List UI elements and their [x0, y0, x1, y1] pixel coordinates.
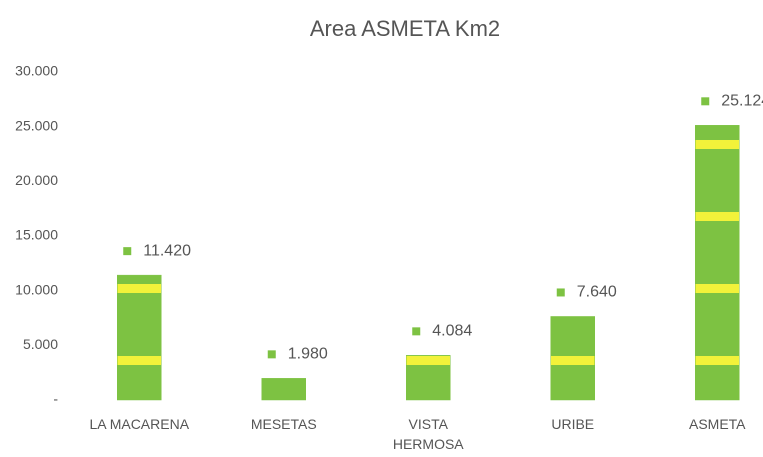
y-tick-label: 5.000 — [23, 336, 58, 352]
y-tick-label: 10.000 — [15, 281, 58, 297]
x-tick-label: VISTA HERMOSA — [392, 416, 464, 452]
y-tick-label: 25.000 — [15, 117, 58, 133]
label-marker — [556, 288, 565, 297]
y-tick-label: - — [53, 391, 58, 407]
y-tick-label: 30.000 — [15, 63, 58, 79]
bar — [550, 316, 595, 401]
x-tick-label: MESETAS — [250, 416, 317, 432]
chart-title: Area ASMETA Km2 — [310, 16, 500, 41]
y-tick-label: 20.000 — [15, 172, 58, 188]
label-marker — [412, 327, 421, 336]
data-label: 1.980 — [288, 346, 328, 363]
y-tick-label: 15.000 — [15, 227, 58, 243]
bar — [406, 355, 451, 401]
x-tick-label: LA MACARENA — [89, 416, 190, 432]
x-tick-label: URIBE — [551, 416, 595, 432]
data-label: 25.124 — [721, 93, 763, 110]
x-tick-label: ASMETA — [688, 416, 746, 432]
bar — [261, 378, 306, 401]
data-label: 4.084 — [432, 323, 472, 340]
label-marker — [123, 247, 132, 256]
bar — [117, 274, 162, 401]
label-marker — [701, 97, 710, 106]
data-label: 11.420 — [143, 242, 191, 259]
label-marker — [267, 350, 276, 359]
bar — [695, 125, 740, 401]
data-label: 7.640 — [577, 284, 617, 301]
